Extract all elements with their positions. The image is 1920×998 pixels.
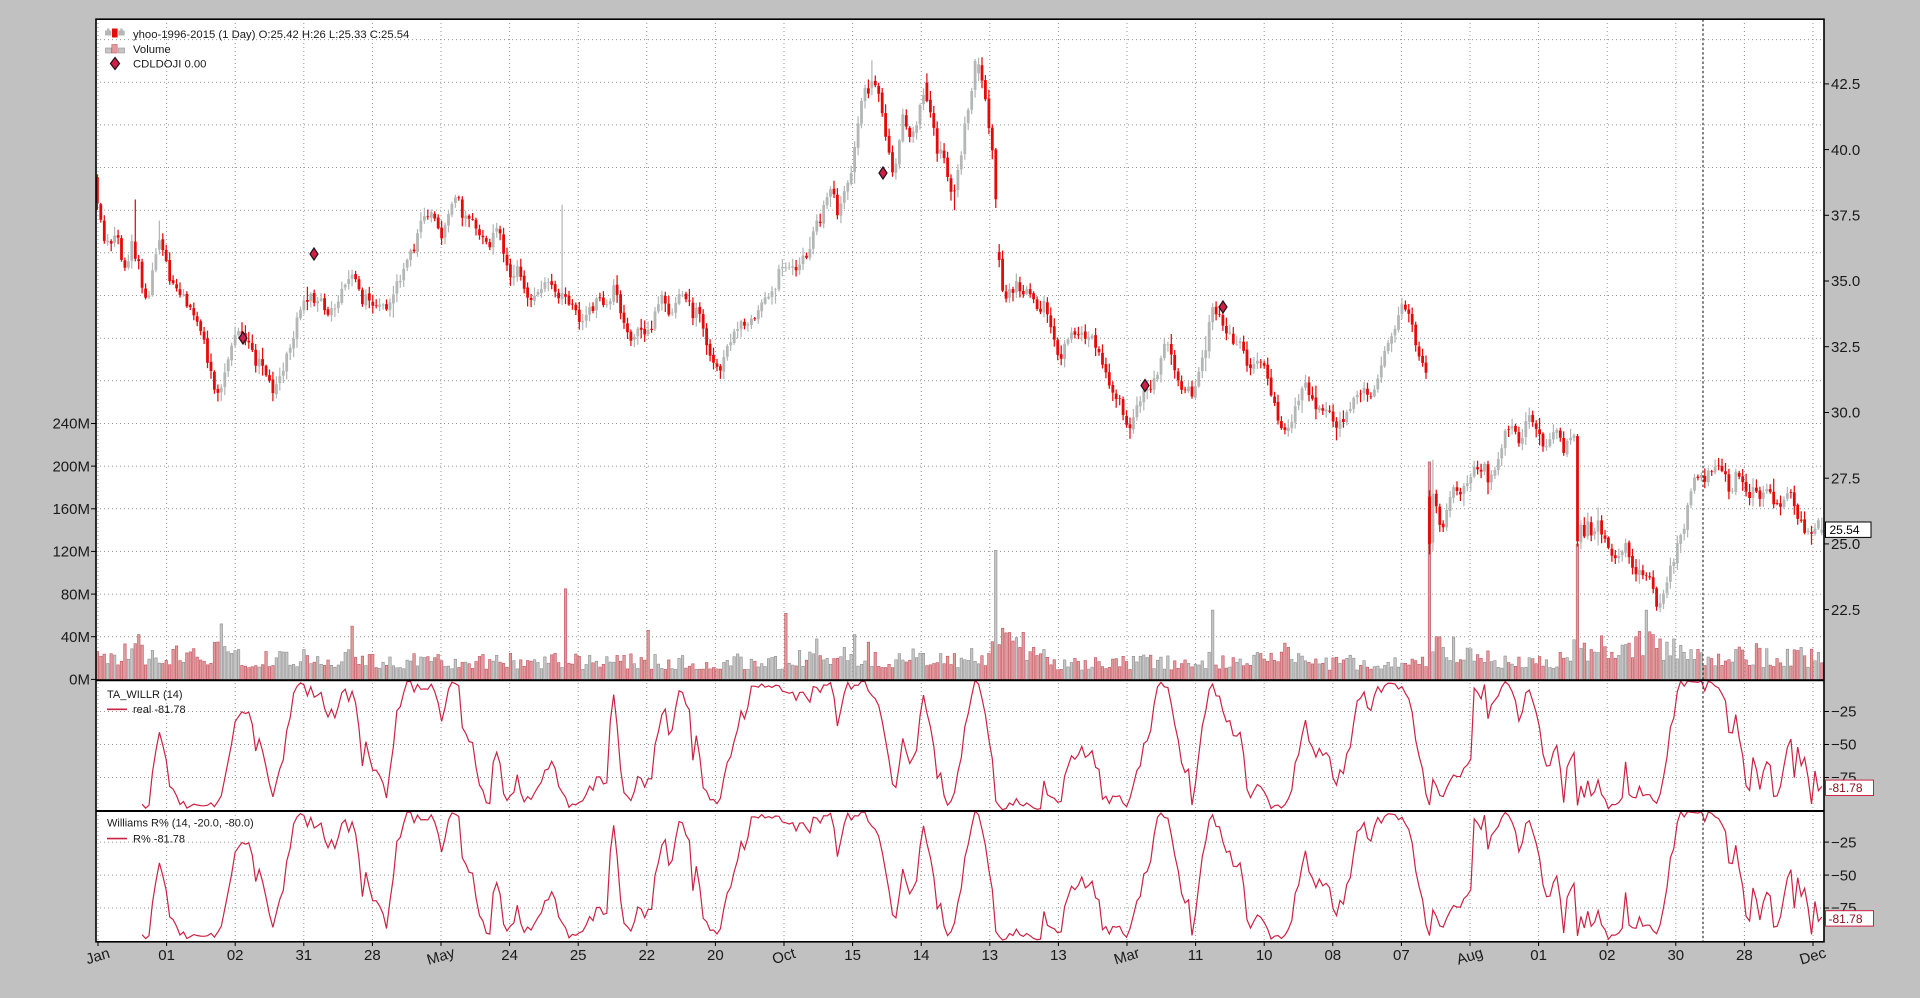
- svg-text:0M: 0M: [69, 672, 90, 689]
- svg-text:−50: −50: [1831, 737, 1856, 754]
- svg-text:02: 02: [227, 947, 244, 964]
- svg-text:25: 25: [570, 947, 587, 964]
- svg-text:30: 30: [1667, 947, 1684, 964]
- svg-text:01: 01: [1530, 947, 1547, 964]
- svg-text:-81.78: -81.78: [1829, 781, 1863, 795]
- svg-text:20: 20: [707, 947, 724, 964]
- svg-text:Mar: Mar: [1112, 945, 1142, 969]
- svg-text:25.0: 25.0: [1831, 536, 1860, 553]
- svg-text:14: 14: [913, 947, 930, 964]
- svg-text:31: 31: [295, 947, 312, 964]
- svg-text:R% -81.78: R% -81.78: [133, 834, 185, 846]
- svg-text:real -81.78: real -81.78: [133, 704, 186, 716]
- svg-text:02: 02: [1599, 947, 1616, 964]
- svg-text:10: 10: [1256, 947, 1273, 964]
- svg-text:37.5: 37.5: [1831, 208, 1860, 225]
- svg-text:35.0: 35.0: [1831, 273, 1860, 290]
- svg-text:TA_WILLR (14): TA_WILLR (14): [107, 689, 183, 701]
- svg-text:yhoo-1996-2015 (1 Day) O:25.42: yhoo-1996-2015 (1 Day) O:25.42 H:26 L:25…: [133, 29, 409, 41]
- svg-text:07: 07: [1393, 947, 1410, 964]
- svg-text:15: 15: [844, 947, 861, 964]
- svg-text:Oct: Oct: [770, 945, 798, 968]
- svg-text:240M: 240M: [52, 416, 90, 433]
- svg-text:13: 13: [981, 947, 998, 964]
- svg-text:27.5: 27.5: [1831, 470, 1860, 487]
- svg-text:22: 22: [638, 947, 655, 964]
- svg-text:160M: 160M: [52, 501, 90, 518]
- svg-text:28: 28: [1736, 947, 1753, 964]
- svg-text:40M: 40M: [61, 629, 90, 646]
- svg-text:42.5: 42.5: [1831, 76, 1860, 93]
- svg-text:CDLDOJI 0.00: CDLDOJI 0.00: [133, 59, 206, 71]
- svg-text:80M: 80M: [61, 586, 90, 603]
- svg-text:40.0: 40.0: [1831, 142, 1860, 159]
- svg-text:01: 01: [158, 947, 175, 964]
- svg-text:25.54: 25.54: [1830, 523, 1860, 537]
- svg-text:120M: 120M: [52, 544, 90, 561]
- svg-text:−25: −25: [1831, 834, 1856, 851]
- svg-text:11: 11: [1188, 947, 1204, 964]
- svg-text:200M: 200M: [52, 458, 90, 475]
- svg-text:−25: −25: [1831, 704, 1856, 721]
- svg-text:28: 28: [364, 947, 381, 964]
- svg-text:Volume: Volume: [133, 44, 171, 56]
- svg-text:32.5: 32.5: [1831, 339, 1860, 356]
- svg-text:Jan: Jan: [84, 945, 112, 968]
- svg-text:Williams R% (14, -20.0, -80.0): Williams R% (14, -20.0, -80.0): [107, 818, 254, 830]
- svg-text:-81.78: -81.78: [1829, 912, 1863, 926]
- svg-text:08: 08: [1324, 947, 1341, 964]
- svg-text:22.5: 22.5: [1831, 602, 1860, 619]
- svg-text:−50: −50: [1831, 867, 1856, 884]
- svg-text:24: 24: [501, 947, 518, 964]
- svg-text:13: 13: [1050, 947, 1067, 964]
- svg-text:30.0: 30.0: [1831, 405, 1860, 422]
